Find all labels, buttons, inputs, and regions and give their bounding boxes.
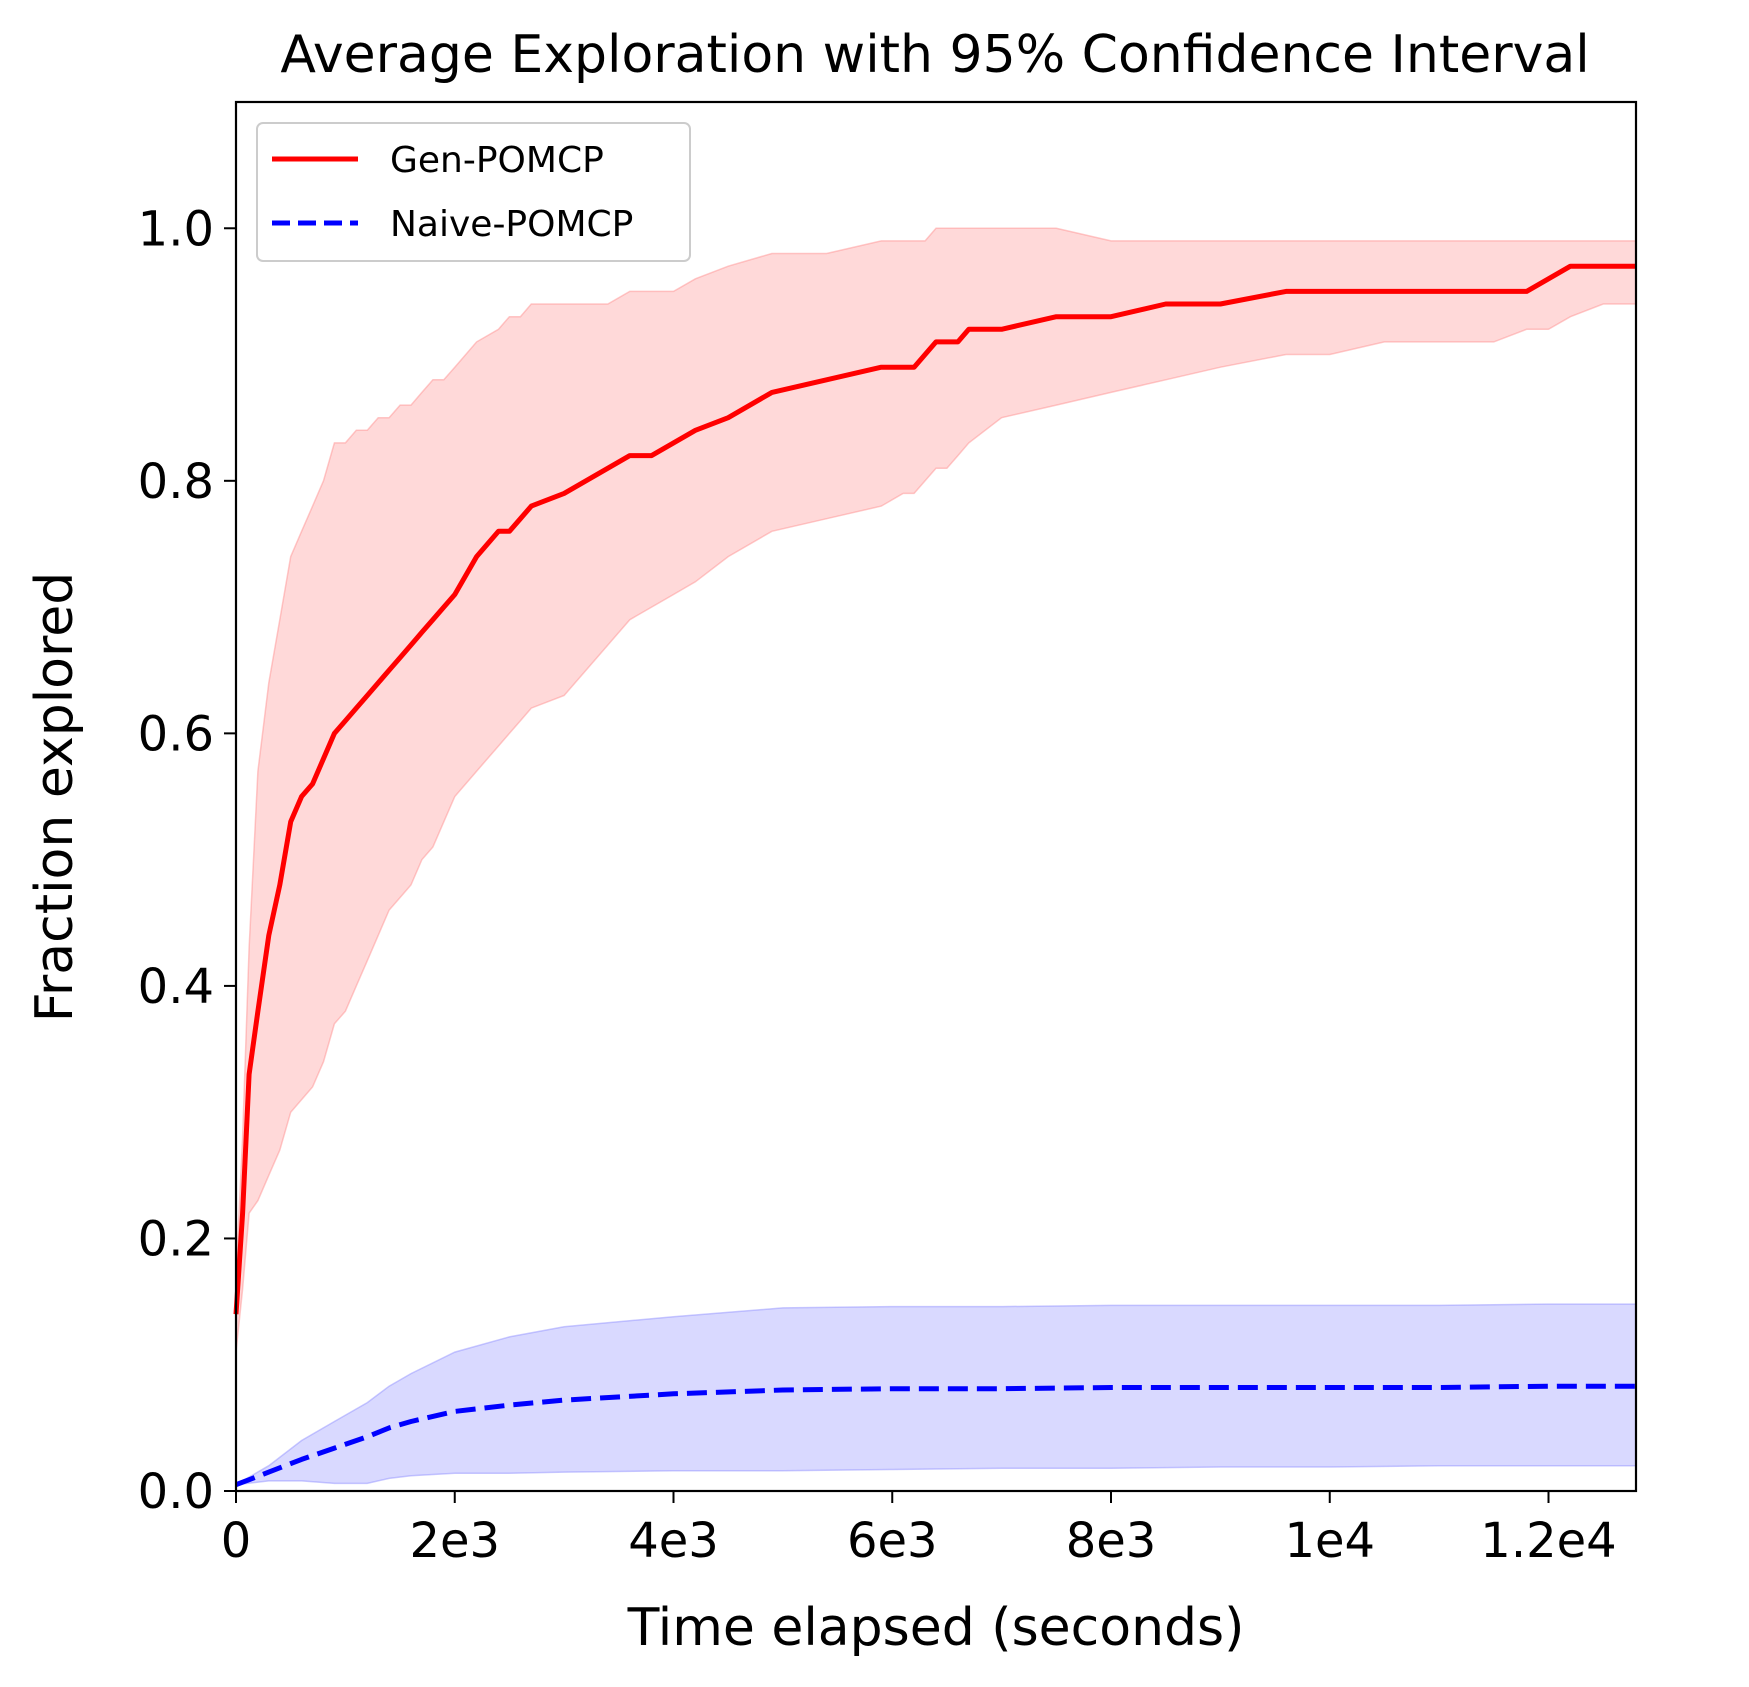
x-axis-label: Time elapsed (seconds) (627, 1598, 1245, 1658)
x-tick-label: 1e4 (1284, 1513, 1375, 1569)
y-tick-label: 0.2 (138, 1211, 214, 1267)
plot-area-frame (234, 100, 1638, 1493)
x-tick-label: 2e3 (409, 1513, 500, 1569)
confidence-band-gen-pomcp (235, 227, 1637, 1353)
y-axis-ticks: 0.0 0.2 0.4 0.6 0.8 1.0 (138, 201, 236, 1520)
y-tick-label: 0.4 (138, 959, 214, 1015)
x-tick-label: 6e3 (847, 1513, 938, 1569)
x-tick-label: 1.2e4 (1480, 1513, 1616, 1569)
series-lines (233, 263, 1636, 1488)
y-tick-label: 0.6 (138, 706, 214, 762)
legend-label-naive-pomcp: Naive-POMCP (390, 204, 633, 245)
series-line-naive-pomcp (235, 1383, 1636, 1488)
confidence-band-naive-pomcp (235, 1303, 1637, 1486)
x-tick-label: 8e3 (1066, 1513, 1157, 1569)
chart-title: Average Exploration with 95% Confidence … (280, 25, 1589, 85)
x-tick-label: 4e3 (628, 1513, 719, 1569)
x-axis-ticks: 0 2e3 4e3 6e3 8e3 1e4 1.2e4 (221, 1491, 1617, 1569)
x-tick-label: 0 (221, 1513, 252, 1569)
y-tick-label: 1.0 (138, 201, 214, 257)
legend: Gen-POMCP Naive-POMCP (256, 122, 691, 262)
confidence-bands (235, 227, 1637, 1486)
y-tick-label: 0.0 (138, 1464, 214, 1520)
legend-label-gen-pomcp: Gen-POMCP (390, 140, 604, 181)
series-line-gen-pomcp (233, 263, 1636, 1315)
legend-box (256, 122, 691, 262)
y-axis-label: Fraction explored (25, 572, 85, 1022)
y-tick-label: 0.8 (138, 454, 214, 510)
